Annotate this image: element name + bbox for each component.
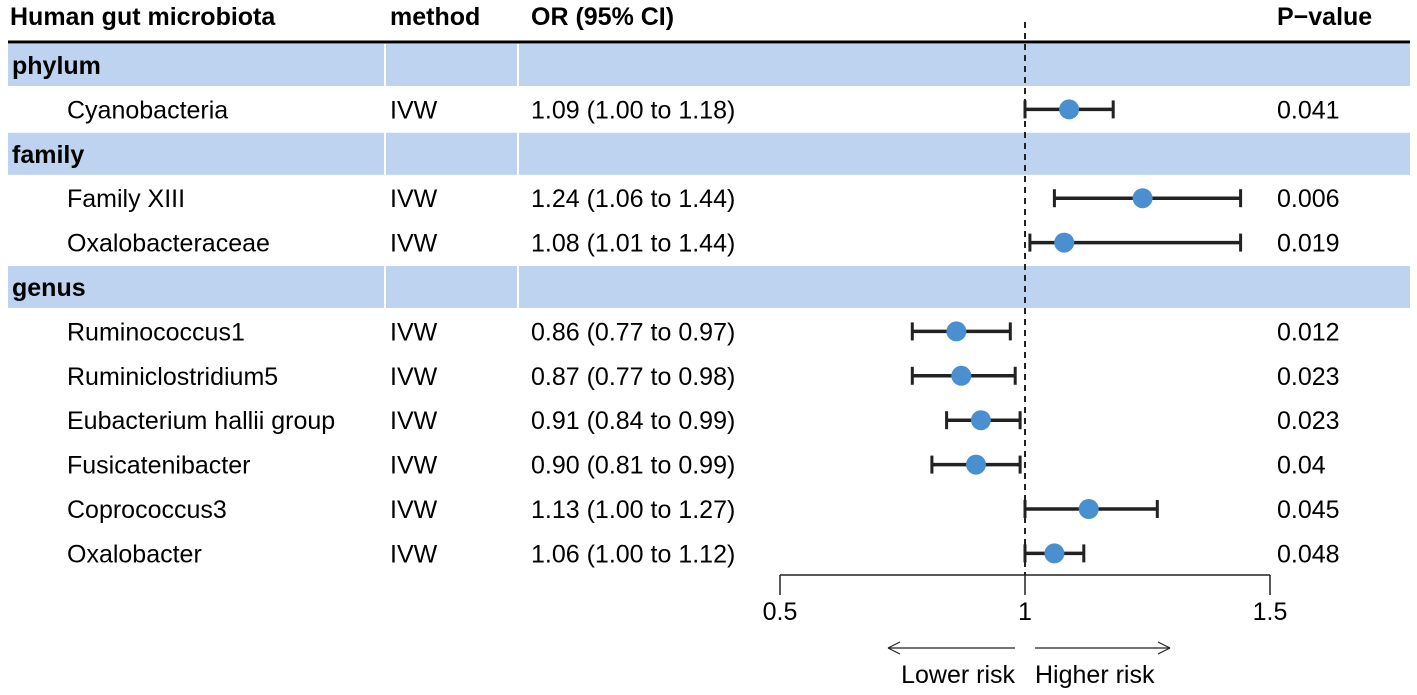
tick-label: 1.5 (1253, 598, 1288, 626)
taxon-label: Fusicatenibacter (67, 452, 250, 480)
header-taxon: Human gut microbiota (10, 3, 276, 31)
lower-risk-label: Lower risk (901, 661, 1015, 689)
method-label: IVW (390, 230, 438, 258)
tick-label: 1 (1018, 598, 1032, 626)
taxon-label: Coprococcus3 (67, 496, 227, 524)
group-label: phylum (12, 52, 101, 80)
pvalue-label: 0.019 (1277, 230, 1340, 258)
pvalue-label: 0.041 (1277, 96, 1340, 124)
point-estimate (946, 321, 967, 342)
taxon-label: Oxalobacteraceae (67, 230, 270, 258)
method-label: IVW (390, 452, 438, 480)
pvalue-label: 0.04 (1277, 452, 1326, 480)
tick-label: 0.5 (763, 598, 798, 626)
taxon-label: Cyanobacteria (67, 96, 228, 124)
pvalue-label: 0.023 (1277, 363, 1340, 391)
pvalue-label: 0.006 (1277, 185, 1340, 213)
point-estimate (1054, 232, 1075, 253)
pvalue-label: 0.045 (1277, 496, 1340, 524)
or-ci-label: 1.06 (1.00 to 1.12) (531, 540, 735, 568)
header-pvalue: P−value (1277, 3, 1372, 31)
method-label: IVW (390, 540, 438, 568)
method-label: IVW (390, 185, 438, 213)
group-label: family (12, 141, 84, 169)
method-label: IVW (390, 363, 438, 391)
table-header: Human gut microbiota method OR (95% CI) … (8, 3, 1410, 44)
or-ci-label: 0.86 (0.77 to 0.97) (531, 318, 735, 346)
x-axis: 0.5 1 1.5 (763, 574, 1288, 626)
or-ci-label: 0.90 (0.81 to 0.99) (531, 452, 735, 480)
pvalue-label: 0.048 (1277, 540, 1340, 568)
taxon-label: Oxalobacter (67, 540, 202, 568)
or-ci-label: 1.09 (1.00 to 1.18) (531, 96, 735, 124)
method-label: IVW (390, 407, 438, 435)
taxon-label: Ruminococcus1 (67, 318, 245, 346)
taxon-label: Eubacterium hallii group (67, 407, 335, 435)
method-label: IVW (390, 96, 438, 124)
or-ci-label: 0.91 (0.84 to 0.99) (531, 407, 735, 435)
risk-arrows: Lower risk Higher risk (887, 641, 1171, 689)
point-estimate (1059, 99, 1080, 120)
taxon-label: Family XIII (67, 185, 185, 213)
group-bands (8, 44, 1410, 308)
higher-risk-label: Higher risk (1035, 661, 1155, 689)
taxon-label: Ruminiclostridium5 (67, 363, 278, 391)
or-ci-label: 1.13 (1.00 to 1.27) (531, 496, 735, 524)
header-or-ci: OR (95% CI) (531, 3, 674, 31)
lower-risk-arrowhead (887, 641, 901, 655)
header-method: method (390, 3, 480, 31)
higher-risk-arrowhead (1157, 641, 1171, 655)
pvalue-label: 0.023 (1277, 407, 1340, 435)
group-band (8, 44, 1410, 86)
pvalue-label: 0.012 (1277, 318, 1340, 346)
or-ci-label: 1.08 (1.01 to 1.44) (531, 230, 735, 258)
group-band (8, 266, 1410, 308)
or-ci-label: 1.24 (1.06 to 1.44) (531, 185, 735, 213)
point-estimate (1132, 188, 1153, 209)
point-estimate (966, 454, 986, 475)
point-estimate (1044, 543, 1065, 564)
or-ci-label: 0.87 (0.77 to 0.98) (531, 363, 735, 391)
method-label: IVW (390, 496, 438, 524)
point-estimate (951, 365, 972, 386)
point-estimate (1078, 499, 1099, 519)
method-label: IVW (390, 318, 438, 346)
group-label: genus (12, 274, 86, 302)
point-estimate (970, 410, 991, 431)
group-band (8, 132, 1410, 175)
forest-marks (910, 99, 1243, 564)
table-rows: phylum Cyanobacteria IVW 1.09 (1.00 to 1.18… (12, 52, 1340, 568)
